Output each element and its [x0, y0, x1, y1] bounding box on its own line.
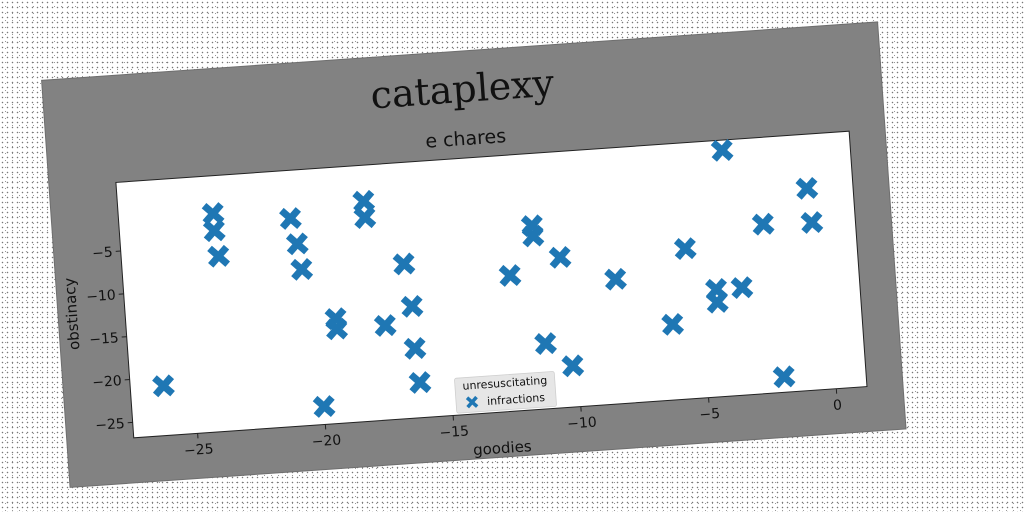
- y-tick-label: −5: [92, 245, 114, 262]
- data-point: [710, 138, 734, 162]
- legend: unresuscitating infractions: [454, 371, 557, 414]
- data-point: [498, 264, 522, 287]
- data-point: [290, 258, 314, 281]
- data-point: [800, 211, 824, 234]
- y-axis-label: obstinacy: [60, 277, 83, 351]
- data-point: [548, 245, 572, 269]
- data-point: [373, 314, 397, 337]
- x-tick-label: −15: [439, 423, 470, 441]
- data-point: [673, 237, 697, 260]
- data-points: [152, 138, 824, 418]
- data-point: [312, 395, 336, 418]
- data-point: [279, 207, 302, 230]
- legend-label-infractions: infractions: [487, 391, 546, 408]
- data-point: [285, 232, 309, 256]
- data-point: [751, 212, 775, 236]
- data-point: [521, 224, 545, 248]
- x-tick-label: −25: [184, 441, 215, 459]
- y-axis: −5 −10 −15 −20 −25: [86, 245, 133, 434]
- plot-area: [115, 130, 868, 439]
- data-point: [795, 176, 819, 200]
- x-tick-label: −20: [311, 432, 342, 450]
- x-tick-label: −5: [699, 406, 721, 423]
- data-point: [408, 371, 432, 394]
- y-tick-label: −25: [95, 416, 126, 434]
- data-point: [661, 312, 685, 336]
- x-tick-label: −10: [567, 415, 598, 433]
- x-tick-label: 0: [832, 397, 842, 414]
- legend-box: [454, 371, 557, 414]
- data-point: [325, 317, 349, 341]
- data-point: [202, 219, 226, 243]
- data-point: [201, 202, 225, 225]
- legend-marker-infractions: [465, 395, 479, 409]
- data-point: [152, 374, 175, 398]
- y-tick-label: −10: [86, 287, 117, 305]
- data-point: [207, 244, 230, 268]
- data-point: [705, 290, 729, 314]
- data-point: [730, 276, 754, 300]
- data-point: [353, 206, 377, 229]
- y-tick-label: −15: [89, 330, 120, 348]
- data-point: [534, 332, 557, 355]
- chart-figure: cataplexy e chares −5−10−15−20−25 −25 −20…: [41, 21, 907, 488]
- data-point: [772, 365, 796, 389]
- x-axis-label: goodies: [473, 437, 533, 459]
- legend-title: unresuscitating: [462, 374, 548, 393]
- data-point: [400, 295, 424, 318]
- y-tick-label: −20: [92, 373, 123, 391]
- x-axis: −25 −20 −15 −10 −5 0: [184, 388, 843, 459]
- data-point: [403, 336, 427, 360]
- data-point: [392, 252, 416, 276]
- figure-frame-border: [41, 21, 907, 488]
- data-point: [604, 267, 627, 291]
- data-point: [561, 354, 585, 378]
